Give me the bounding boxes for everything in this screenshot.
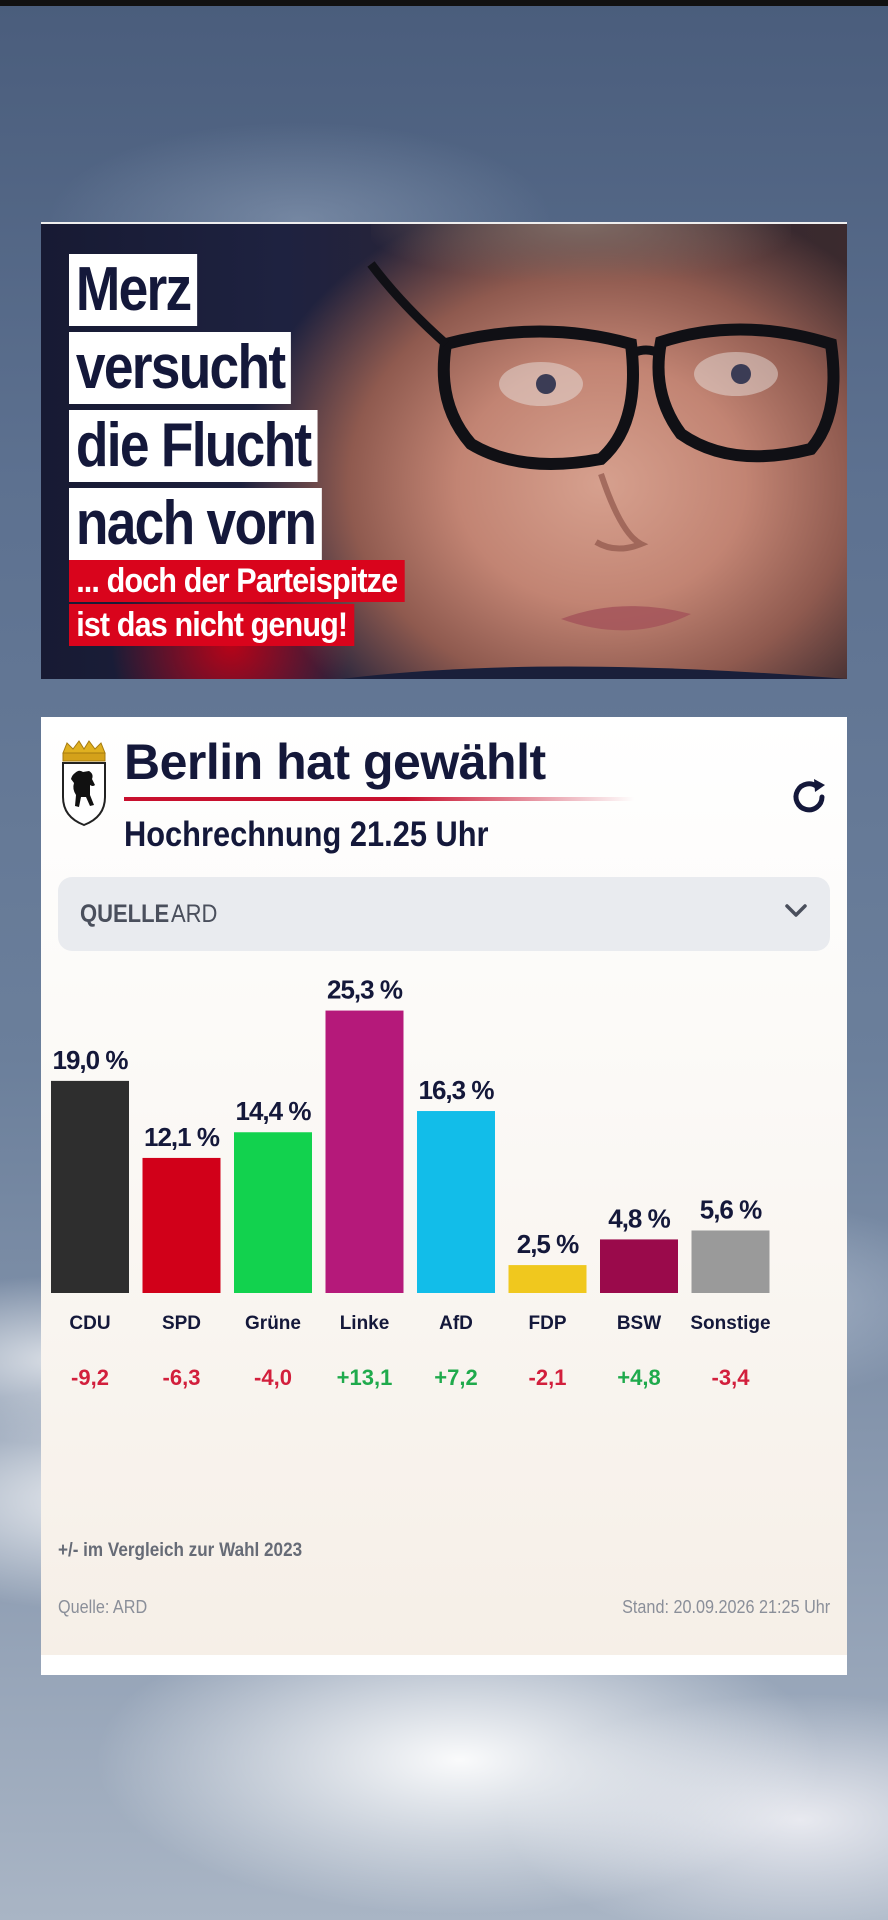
change-label-fdp: -2,1 (529, 1365, 567, 1390)
status-bar (0, 0, 888, 6)
source-select-value: ARD (171, 899, 218, 928)
category-label-cdu: CDU (69, 1313, 110, 1334)
headline-line: die Flucht (69, 410, 318, 482)
change-label-spd: -6,3 (163, 1365, 201, 1390)
source-caption: Quelle: ARD (58, 1597, 148, 1617)
change-label-grüne: -4,0 (254, 1365, 292, 1390)
news-thumbnail[interactable]: Merz versucht die Flucht nach vorn ... d… (41, 222, 847, 679)
bar-spd (142, 1157, 221, 1293)
headline-line: versucht (69, 332, 292, 404)
category-label-spd: SPD (162, 1313, 201, 1334)
card-title: Berlin hat gewählt (124, 734, 546, 790)
portrait-hair (371, 224, 791, 294)
bar-bsw (600, 1239, 678, 1293)
value-label-linke: 25,3 % (327, 975, 403, 1005)
value-label-sonstige: 5,6 % (700, 1194, 762, 1224)
change-label-linke: +13,1 (337, 1365, 393, 1390)
bar-linke (325, 1010, 404, 1293)
subheadline-line: ist das nicht genug! (69, 604, 355, 646)
change-label-afd: +7,2 (434, 1365, 477, 1390)
value-label-spd: 12,1 % (144, 1122, 220, 1152)
category-label-sonstige: Sonstige (690, 1313, 770, 1334)
value-label-cdu: 19,0 % (53, 1045, 129, 1075)
portrait-glasses-drawing (341, 261, 847, 679)
category-label-afd: AfD (439, 1313, 473, 1334)
bar-cdu (51, 1080, 129, 1293)
bar-fdp (508, 1265, 587, 1293)
category-label-grüne: Grüne (245, 1313, 301, 1334)
berlin-bear-crest-icon (62, 740, 106, 827)
bar-afd (417, 1111, 495, 1293)
value-label-fdp: 2,5 % (517, 1229, 579, 1259)
card-subtitle: Hochrechnung 21.25 Uhr (124, 815, 489, 854)
headline-line: Merz (69, 254, 198, 326)
category-label-linke: Linke (340, 1313, 390, 1334)
thumbnail-subheadline: ... doch der Parteispitze ist das nicht … (69, 560, 442, 646)
comparison-footnote: +/- im Vergleich zur Wahl 2023 (58, 1540, 303, 1561)
change-label-cdu: -9,2 (71, 1365, 109, 1390)
title-underline (124, 797, 634, 801)
category-label-fdp: FDP (529, 1313, 567, 1334)
headline-line: nach vorn (69, 488, 323, 560)
value-label-bsw: 4,8 % (608, 1203, 670, 1233)
source-select-label: QUELLE (80, 899, 170, 928)
change-label-sonstige: -3,4 (712, 1365, 751, 1390)
subheadline-line: ... doch der Parteispitze (69, 560, 405, 602)
timestamp-caption: Stand: 20.09.2026 21:25 Uhr (621, 1597, 830, 1617)
chevron-down-icon (785, 904, 807, 917)
source-select[interactable]: QUELLE ARD (58, 877, 830, 951)
value-label-afd: 16,3 % (419, 1075, 495, 1105)
bar-grüne (234, 1132, 312, 1293)
election-bar-chart: 19,0 % CDU -9,2 12,1 % SPD -6,3 14,4 % Grüne -4,… (51, 975, 771, 1390)
thumbnail-headline: Merz versucht die Flucht nach vorn (69, 254, 363, 560)
bar-sonstige (691, 1230, 770, 1293)
refresh-icon[interactable] (787, 775, 831, 819)
election-results-card: Berlin hat gewählt Hochrechnung 21.25 Uh… (41, 717, 847, 1675)
change-label-bsw: +4,8 (617, 1365, 660, 1390)
value-label-grüne: 14,4 % (236, 1096, 312, 1126)
category-label-bsw: BSW (617, 1313, 661, 1334)
